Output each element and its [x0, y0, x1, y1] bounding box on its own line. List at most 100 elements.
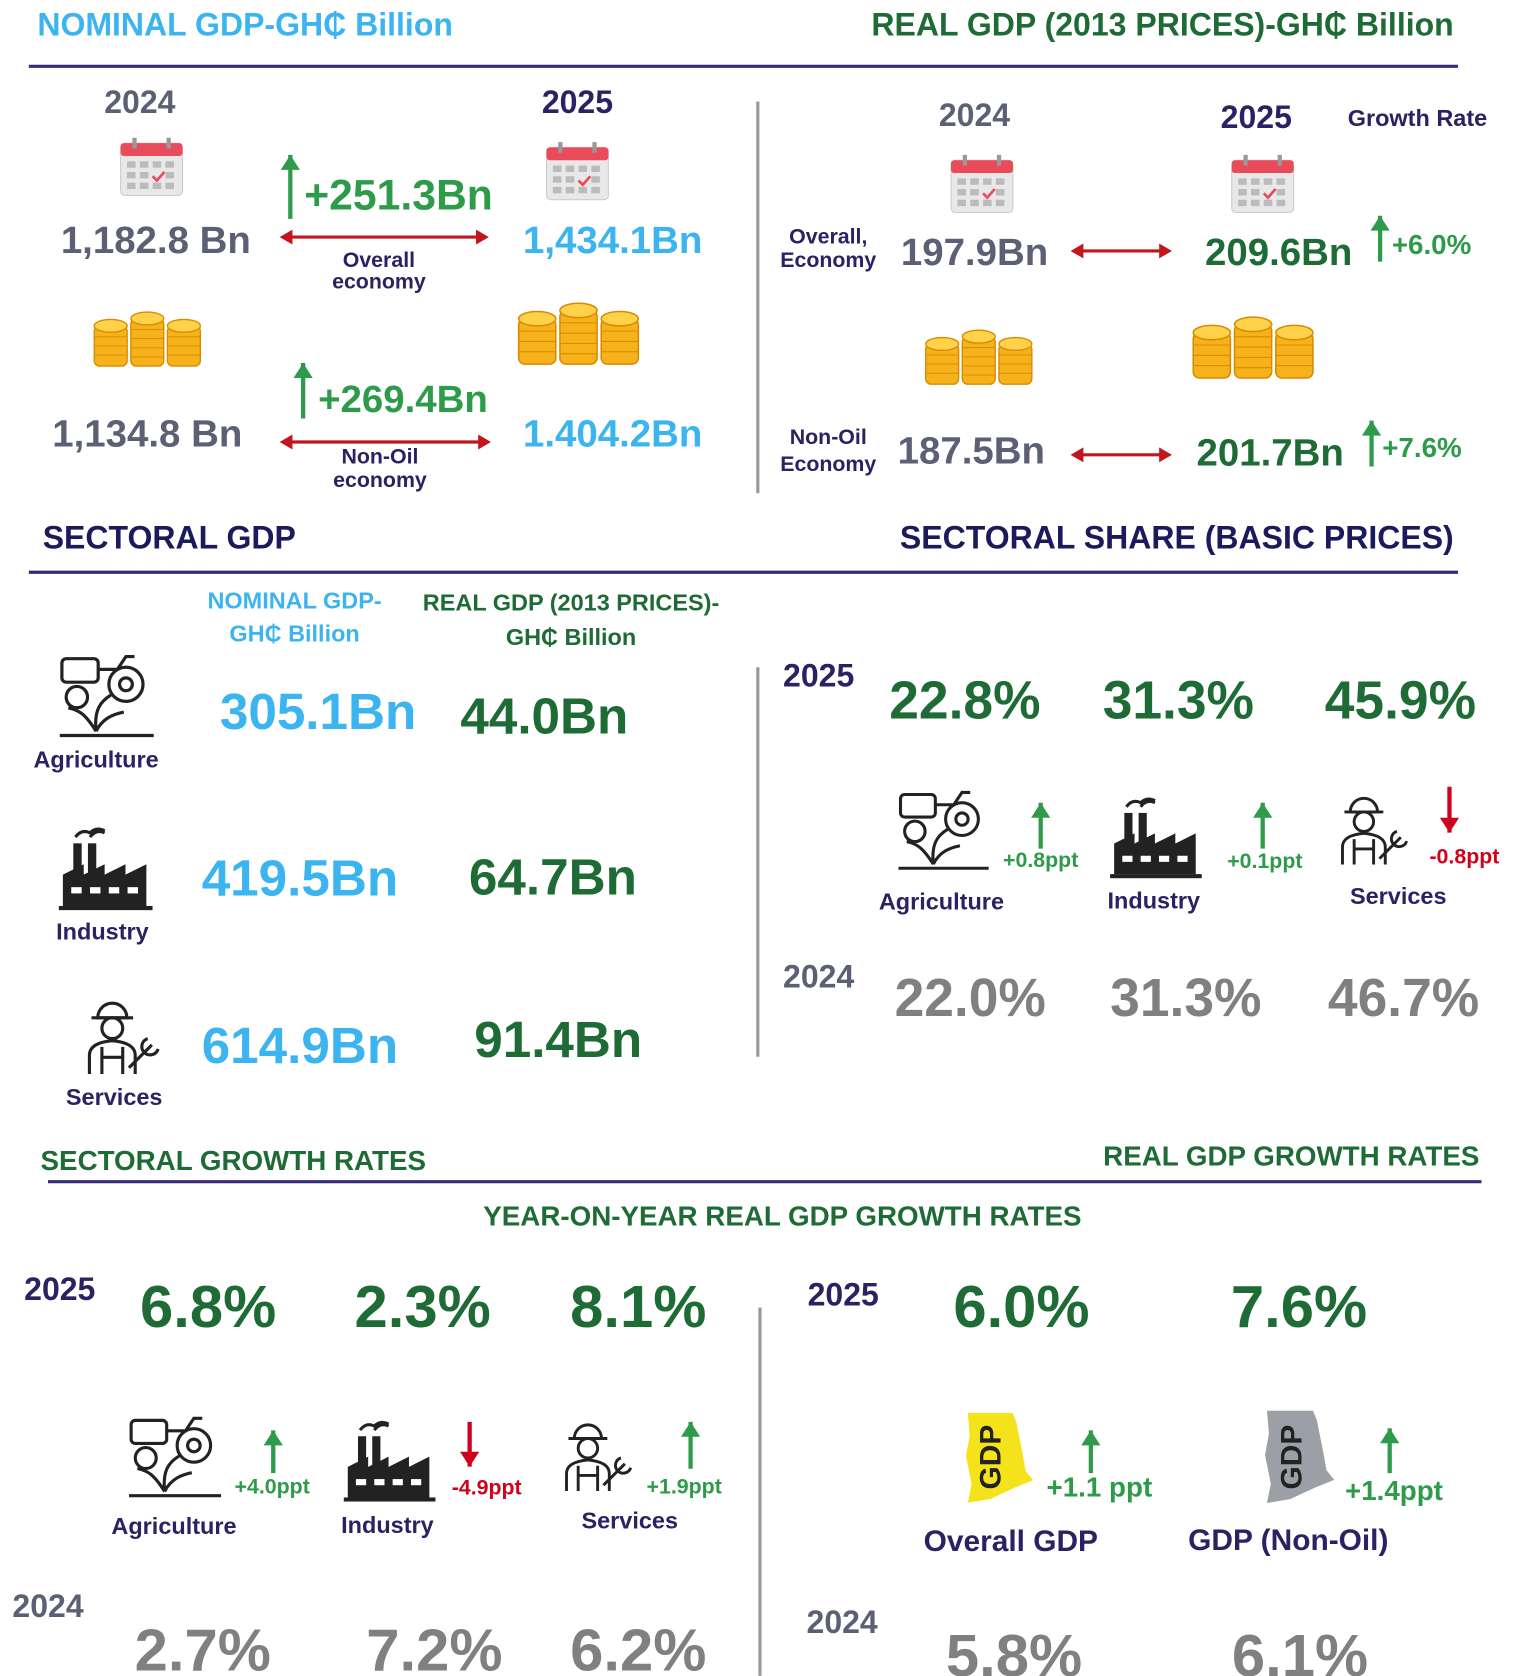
arrow-head [1370, 215, 1390, 231]
label: Overall, [789, 224, 867, 248]
label: Overall [343, 248, 415, 272]
label: 31.3% [1103, 671, 1254, 730]
label: Non-Oil [790, 425, 867, 449]
agriculture-icon [127, 1416, 223, 1498]
label: Industry [1108, 887, 1201, 913]
label: 64.7Bn [469, 849, 637, 906]
label: 2024 [939, 97, 1010, 133]
label: REAL GDP (2013 PRICES)- [423, 590, 719, 616]
arrow-head [680, 1421, 701, 1437]
agriculture-icon [896, 790, 991, 870]
label: +251.3Bn [304, 171, 493, 219]
label: Economy [780, 452, 876, 476]
label: 22.8% [889, 671, 1040, 730]
label: +0.8ppt [1003, 848, 1078, 872]
label: Non-Oil [341, 444, 418, 468]
label: 1.404.2Bn [523, 412, 702, 455]
label: GH₵ Billion [229, 621, 359, 647]
label: 2024 [807, 1604, 878, 1640]
label: 2024 [104, 84, 175, 120]
arrow-head [280, 154, 300, 170]
label: 46.7% [1328, 969, 1479, 1028]
label: 2025 [783, 657, 854, 693]
label: Agriculture [879, 889, 1004, 915]
label: 8.1% [570, 1273, 706, 1340]
label: Agriculture [33, 747, 158, 773]
label: +1.4ppt [1345, 1475, 1443, 1506]
label: YEAR-ON-YEAR REAL GDP GROWTH RATES [483, 1200, 1081, 1231]
arrow-head [1439, 817, 1460, 833]
coins-icon [1192, 316, 1314, 379]
label: Growth Rate [1348, 105, 1488, 131]
label: +6.0% [1392, 229, 1471, 260]
arrow-head [293, 363, 313, 378]
label: 197.9Bn [901, 231, 1048, 274]
label: SECTORAL GDP [43, 520, 296, 556]
label: -0.8ppt [1429, 845, 1499, 869]
label: 22.0% [895, 969, 1046, 1028]
label: 2024 [12, 1588, 83, 1624]
calendar-icon [119, 136, 184, 197]
calendar-icon [949, 153, 1014, 214]
calendar-icon [1230, 153, 1295, 214]
arrow-head [1031, 802, 1051, 818]
label: GDP (Non-Oil) [1188, 1524, 1388, 1557]
label: +0.1ppt [1227, 849, 1302, 873]
coins-icon [93, 311, 202, 367]
label: 7.6% [1231, 1273, 1367, 1340]
label: Economy [780, 248, 876, 272]
label: -4.9ppt [452, 1475, 522, 1499]
label: 2025 [1221, 99, 1292, 135]
agriculture-icon [58, 654, 156, 738]
label: 5.8% [946, 1622, 1082, 1676]
label: 201.7Bn [1197, 431, 1344, 474]
label: 2024 [783, 958, 854, 994]
label: 614.9Bn [202, 1017, 398, 1074]
services-icon [87, 1001, 160, 1076]
map-label: GDP [1276, 1425, 1309, 1490]
label: +1.9ppt [647, 1474, 722, 1498]
industry-icon [1110, 797, 1202, 880]
label: 1,434.1Bn [523, 219, 702, 262]
label: 31.3% [1110, 969, 1261, 1028]
label: 6.0% [953, 1273, 1089, 1340]
label: +4.0ppt [235, 1474, 310, 1498]
label: Services [66, 1084, 163, 1110]
arrow-head [1361, 420, 1382, 436]
label: 2025 [542, 84, 613, 120]
industry-icon [343, 1420, 436, 1503]
label: 91.4Bn [474, 1011, 642, 1068]
label: 6.2% [570, 1617, 706, 1676]
label: 7.2% [366, 1617, 502, 1676]
industry-icon [58, 827, 153, 912]
label: 305.1Bn [220, 683, 416, 740]
arrow-head [1253, 802, 1273, 818]
label: REAL GDP GROWTH RATES [1103, 1141, 1479, 1172]
label: Services [581, 1508, 678, 1534]
label: 1,134.8 Bn [52, 412, 242, 455]
label: 2025 [808, 1277, 879, 1313]
services-icon [1340, 796, 1409, 866]
label: SECTORAL SHARE (BASIC PRICES) [900, 520, 1454, 556]
label: Industry [341, 1512, 434, 1538]
label: Agriculture [111, 1513, 236, 1539]
label: Industry [56, 918, 149, 944]
label: 2025 [24, 1271, 95, 1307]
label: Overall GDP [924, 1525, 1098, 1558]
coins-icon [517, 302, 640, 366]
label: NOMINAL GDP-GH₵ Billion [37, 6, 453, 42]
label: +7.6% [1382, 432, 1461, 463]
label: +1.1 ppt [1047, 1472, 1153, 1503]
coins-icon [924, 329, 1033, 386]
arrow-head [263, 1430, 283, 1446]
label: NOMINAL GDP- [207, 588, 381, 614]
label: economy [333, 468, 427, 492]
arrow-head [1380, 1428, 1400, 1444]
label: REAL GDP (2013 PRICES)-GH₵ Billion [871, 6, 1453, 42]
label: SECTORAL GROWTH RATES [41, 1145, 426, 1176]
label: 2.3% [355, 1273, 491, 1340]
label: 44.0Bn [460, 687, 628, 744]
label: 209.6Bn [1205, 231, 1352, 274]
